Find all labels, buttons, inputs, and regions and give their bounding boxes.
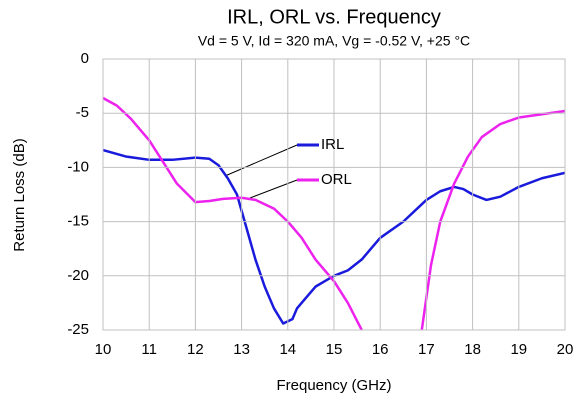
y-tick-label: 0 <box>81 50 89 67</box>
x-tick-label: 10 <box>95 341 112 358</box>
y-axis-label: Return Loss (dB) <box>11 138 28 251</box>
callout-line <box>224 144 298 177</box>
x-tick-label: 19 <box>510 341 527 358</box>
x-tick-label: 18 <box>464 341 481 358</box>
y-tick-label: -15 <box>67 213 89 230</box>
x-axis-label: Frequency (GHz) <box>276 377 391 394</box>
x-tick-label: 17 <box>418 341 435 358</box>
x-tick-label: 15 <box>326 341 343 358</box>
series-line <box>103 148 565 325</box>
x-tick-label: 20 <box>557 341 574 358</box>
plot-area <box>103 96 565 330</box>
legend-label: IRL <box>321 136 344 153</box>
x-tick-label: 14 <box>279 341 296 358</box>
y-tick-label: -5 <box>76 104 89 121</box>
x-tick-label: 12 <box>187 341 204 358</box>
series-line <box>103 96 565 330</box>
chart-subtitle: Vd = 5 V, Id = 320 mA, Vg = -0.52 V, +25… <box>198 33 470 49</box>
chart-title: IRL, ORL vs. Frequency <box>227 6 441 28</box>
legend-label: ORL <box>321 171 352 188</box>
y-tick-label: -20 <box>67 267 89 284</box>
x-tick-label: 16 <box>372 341 389 358</box>
y-tick-label: -25 <box>67 321 89 338</box>
x-tick-label: 11 <box>141 341 157 358</box>
plot-frame <box>102 58 566 331</box>
y-tick-label: -10 <box>67 158 89 175</box>
x-tick-label: 13 <box>233 341 250 358</box>
callout-line <box>249 179 298 199</box>
